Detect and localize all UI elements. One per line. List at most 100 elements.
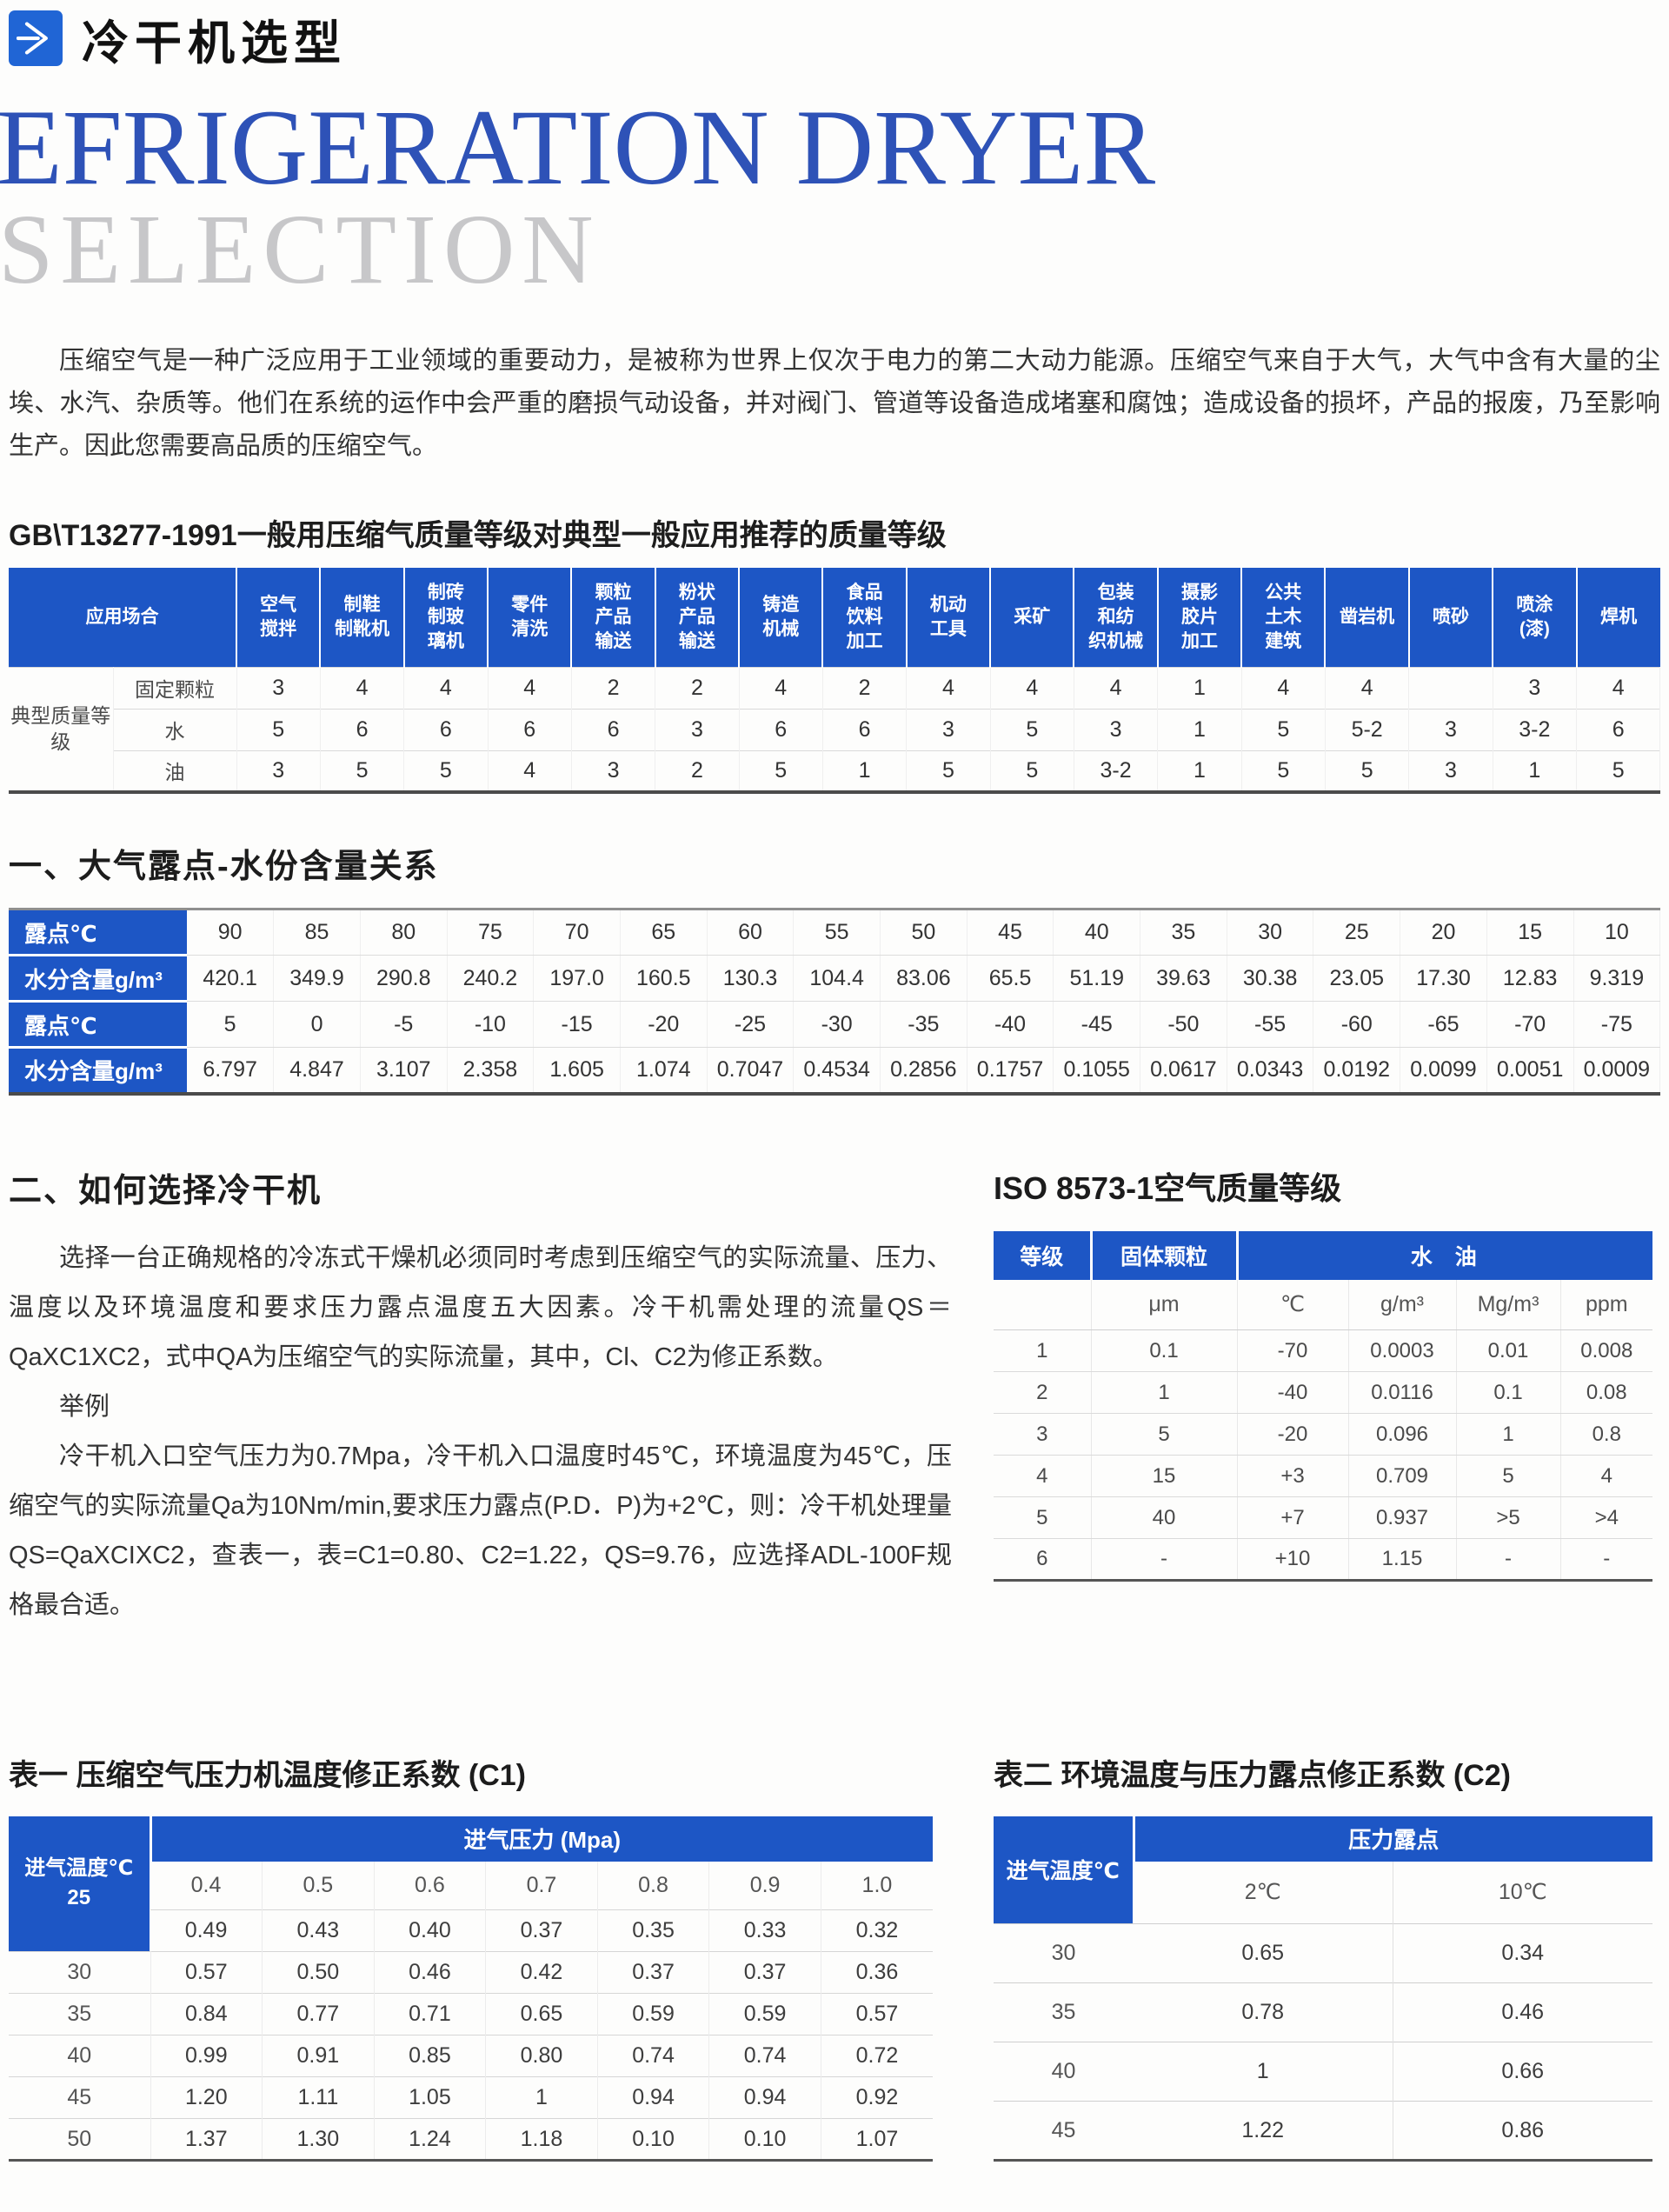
- dew-table: 露点℃ 90 85 80 75 70 65 60 55 50 45 40 35 30 25 20 15 10 水分含…: [9, 908, 1661, 1096]
- c1-value-cell: 1.37: [150, 2118, 263, 2161]
- gb-col-header: 机动 工具: [906, 568, 992, 668]
- iso-value-cell: 0.709: [1348, 1455, 1457, 1498]
- page-title-en-line2: SELECTION: [0, 193, 601, 304]
- dew-value-cell: 0.0051: [1486, 1047, 1574, 1095]
- gb-value-cell: 6: [822, 708, 908, 751]
- table-row: 1 0.1 -70 0.0003 0.01 0.008: [994, 1329, 1653, 1373]
- table-row: 应用场合 空气 搅拌 制鞋 制靴机 制砖 制玻 璃机 零件 清洗 颗粒 产品 输送 粉状 产…: [9, 568, 1660, 668]
- c1-value-cell: 0.72: [821, 2035, 933, 2077]
- c1-pressure-cell: 0.5: [262, 1861, 375, 1910]
- c2-row-label: 45: [994, 2101, 1134, 2161]
- iso-value-cell: 0.1: [1456, 1371, 1561, 1415]
- gb-value-cell: 5: [403, 750, 489, 793]
- gb-value-cell: 2: [571, 666, 656, 710]
- c1-value-cell: 0.74: [597, 2035, 710, 2077]
- table-row: 油 3 5 5 4 3 2 5 1 5 5 3-2 1 5 5 3 1 5: [9, 750, 1661, 793]
- dew-value-cell: 4.847: [273, 1047, 361, 1095]
- select-paragraph-1: 选择一台正确规格的冷冻式干燥机必须同时考虑到压缩空气的实际流量、压力、温度以及环…: [9, 1243, 952, 1371]
- iso-value-cell: -: [1091, 1538, 1238, 1582]
- gb-row-label: 油: [113, 750, 237, 793]
- dew-value-cell: 35: [1140, 909, 1227, 956]
- dew-value-cell: -50: [1140, 1001, 1227, 1049]
- table-row: 2 1 -40 0.0116 0.1 0.08: [994, 1371, 1653, 1415]
- dew-value-cell: 290.8: [360, 955, 448, 1003]
- iso-value-cell: 1: [994, 1329, 1092, 1373]
- dew-row-label: 露点℃: [9, 909, 187, 957]
- dew-value-cell: 0.0192: [1313, 1047, 1401, 1095]
- c1-value-cell: 0.43: [262, 1909, 375, 1952]
- gb-col-header: 喷涂 (漆): [1493, 568, 1578, 668]
- table-row: 35 0.78 0.46: [994, 1982, 1653, 2042]
- c1-value-cell: 1.11: [262, 2076, 375, 2119]
- gb-table-heading: GB\T13277-1991一般用压缩气质量等级对典型一般应用推荐的质量等级: [9, 519, 947, 553]
- dew-section-title: 一、大气露点-水份含量关系: [9, 849, 439, 886]
- gb-value-cell: 1: [1157, 708, 1242, 751]
- table-row: 典型质量等级 固定颗粒 3 4 4 4 2 2 4 2 4 4 4 1 4 4 3 4: [9, 666, 1661, 793]
- dew-value-cell: 1.074: [620, 1047, 708, 1095]
- table-row: 进气温度℃ 25 进气压力 (Mpa): [9, 1816, 933, 1952]
- dew-value-cell: 12.83: [1486, 955, 1574, 1003]
- gb-value-cell: 3: [1074, 708, 1159, 751]
- c1-row-label: 40: [9, 2035, 151, 2077]
- c1-value-cell: 1.24: [374, 2118, 487, 2161]
- gb-col-header: 摄影 胶片 加工: [1157, 568, 1243, 668]
- table-row: 等级 固体颗粒水 油: [994, 1230, 1653, 1280]
- dew-value-cell: 17.30: [1400, 955, 1487, 1003]
- dew-table-wrap: 露点℃ 90 85 80 75 70 65 60 55 50 45 40 35 30 25 20 15 10 水分含…: [9, 908, 1661, 1096]
- c1-value-cell: 0.42: [485, 1951, 598, 1994]
- gb-value-cell: 5: [236, 708, 321, 751]
- selection-and-iso-section: 二、如何选择冷干机 选择一台正确规格的冷冻式干燥机必须同时考虑到压缩空气的实际流…: [0, 1163, 1669, 1696]
- gb-table: 应用场合 空气 搅拌 制鞋 制靴机 制砖 制玻 璃机 零件 清洗 颗粒 产品 输送 粉状 产…: [9, 568, 1661, 795]
- c2-table: 进气温度℃ 压力露点 2℃ 10℃ 30 0.65 0.34 35 0.78 0.46 40 1 0.6…: [994, 1816, 1653, 2162]
- gb-value-cell: 1: [1157, 666, 1242, 710]
- dew-value-cell: 420.1: [187, 955, 275, 1003]
- c2-dewpoint-cell: 10℃: [1392, 1861, 1653, 1924]
- c1-table-title: 表一 压缩空气压力机温度修正系数 (C1): [9, 1758, 526, 1792]
- gb-value-cell: 1: [1157, 750, 1242, 793]
- iso-value-cell: 40: [1091, 1496, 1238, 1540]
- gb-value-cell: 1: [1493, 750, 1578, 793]
- select-section-title: 二、如何选择冷干机: [9, 1172, 322, 1209]
- c1-value-cell: 0.91: [262, 2035, 375, 2077]
- dew-value-cell: 197.0: [533, 955, 621, 1003]
- dew-value-cell: 0.0099: [1400, 1047, 1487, 1095]
- gb-value-cell: 3: [1408, 750, 1493, 793]
- gb-col-header: 采矿: [990, 568, 1075, 668]
- dew-value-cell: 45: [967, 909, 1054, 956]
- dew-value-cell: 85: [273, 909, 361, 956]
- dew-value-cell: 1.605: [533, 1047, 621, 1095]
- dew-value-cell: 80: [360, 909, 448, 956]
- gb-value-cell: 5: [990, 708, 1074, 751]
- dew-value-cell: 240.2: [447, 955, 535, 1003]
- gb-col-header: 制鞋 制靴机: [320, 568, 405, 668]
- iso-value-cell: 0.937: [1348, 1496, 1457, 1540]
- table-row: 0.4 0.5 0.6 0.7 0.8 0.9 1.0: [9, 1861, 933, 1910]
- iso-value-cell: 0.8: [1560, 1413, 1653, 1456]
- dew-value-cell: 65.5: [967, 955, 1054, 1003]
- iso-value-cell: -: [1456, 1538, 1561, 1582]
- dew-value-cell: 83.06: [880, 955, 967, 1003]
- iso-value-cell: 2: [994, 1371, 1092, 1415]
- iso-value-cell: 0.0116: [1348, 1371, 1457, 1415]
- c2-row-label: 30: [994, 1923, 1134, 1983]
- c1-pressure-cell: 0.6: [374, 1861, 487, 1910]
- gb-value-cell: 4: [1325, 666, 1410, 710]
- dew-value-cell: 39.63: [1140, 955, 1227, 1003]
- iso-value-cell: 0.1: [1091, 1329, 1238, 1373]
- gb-value-cell: 3: [655, 708, 740, 751]
- gb-col-header: 食品 饮料 加工: [822, 568, 908, 668]
- table-row: 进气温度℃ 压力露点: [994, 1816, 1653, 1924]
- gb-value-cell: 1: [822, 750, 908, 793]
- iso-unit-cell: μm: [1091, 1279, 1238, 1331]
- dew-value-cell: 0.2856: [880, 1047, 967, 1095]
- dew-value-cell: 60: [707, 909, 795, 956]
- c1-value-cell: 0.46: [374, 1951, 487, 1994]
- gb-value-cell: 4: [320, 666, 405, 710]
- gb-value-cell: 2: [655, 750, 740, 793]
- dew-value-cell: 50: [880, 909, 967, 956]
- table-row: 30 0.57 0.50 0.46 0.42 0.37 0.37 0.36: [9, 1951, 933, 1994]
- c1-row-label: 50: [9, 2118, 151, 2161]
- dew-value-cell: 104.4: [793, 955, 881, 1003]
- c1-value-cell: 0.85: [374, 2035, 487, 2077]
